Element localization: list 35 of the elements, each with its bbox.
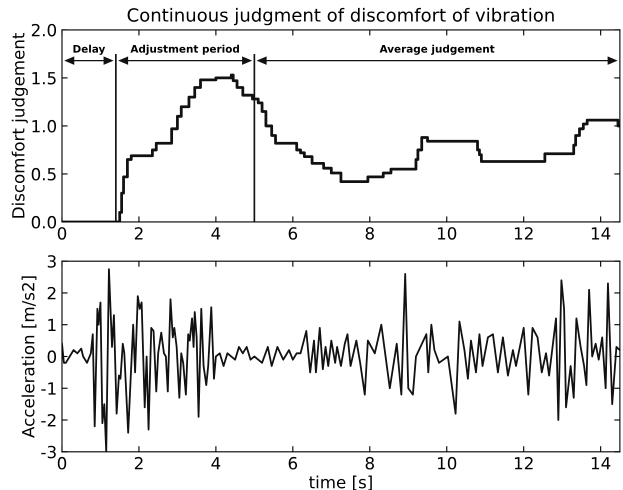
x-tick-label: 12	[514, 456, 533, 470]
y-tick-label: 2.0	[32, 24, 56, 36]
y-tick-label: 2	[48, 286, 56, 300]
y-tick-label: 1	[48, 318, 56, 332]
x-tick-label: 6	[288, 227, 298, 240]
y-tick-label: 1.5	[32, 72, 56, 84]
annotation: Adjustment period	[130, 44, 239, 55]
x-tick-label: 12	[514, 227, 533, 240]
y-tick-label: 0.5	[32, 168, 56, 181]
y-axis-title: Discomfort judgement	[12, 32, 28, 218]
y-tick-label: 0	[48, 350, 56, 364]
y-axis-title: Acceleration [m/s2]	[22, 276, 36, 438]
y-tick-label: -3	[41, 446, 56, 458]
x-axis-title: time [s]	[309, 476, 372, 490]
x-tick-label: 10	[438, 456, 456, 470]
x-tick-label: 8	[366, 456, 374, 470]
annotation: Delay	[73, 44, 106, 55]
x-tick-label: 14	[592, 227, 610, 240]
y-tick-label: -1	[41, 382, 56, 395]
x-tick-label: 10	[438, 227, 456, 240]
y-tick-label: 0.0	[32, 216, 56, 229]
y-tick-label: -2	[41, 414, 56, 426]
x-tick-label: 0	[58, 456, 66, 470]
x-tick-label: 2	[134, 456, 143, 470]
x-tick-label: 4	[211, 227, 220, 240]
x-tick-label: 4	[211, 457, 220, 470]
chart-title: Continuous judgment of discomfort of vibration	[128, 8, 554, 26]
x-tick-label: 2	[134, 227, 143, 240]
x-tick-label: 6	[288, 456, 298, 470]
y-tick-label: 1.0	[32, 120, 56, 132]
y-tick-label: 3	[48, 255, 56, 268]
x-tick-label: 14	[592, 457, 610, 470]
x-tick-label: 0	[58, 227, 66, 240]
annotation: Average judgement	[380, 44, 494, 55]
x-tick-label: 8	[366, 227, 374, 240]
